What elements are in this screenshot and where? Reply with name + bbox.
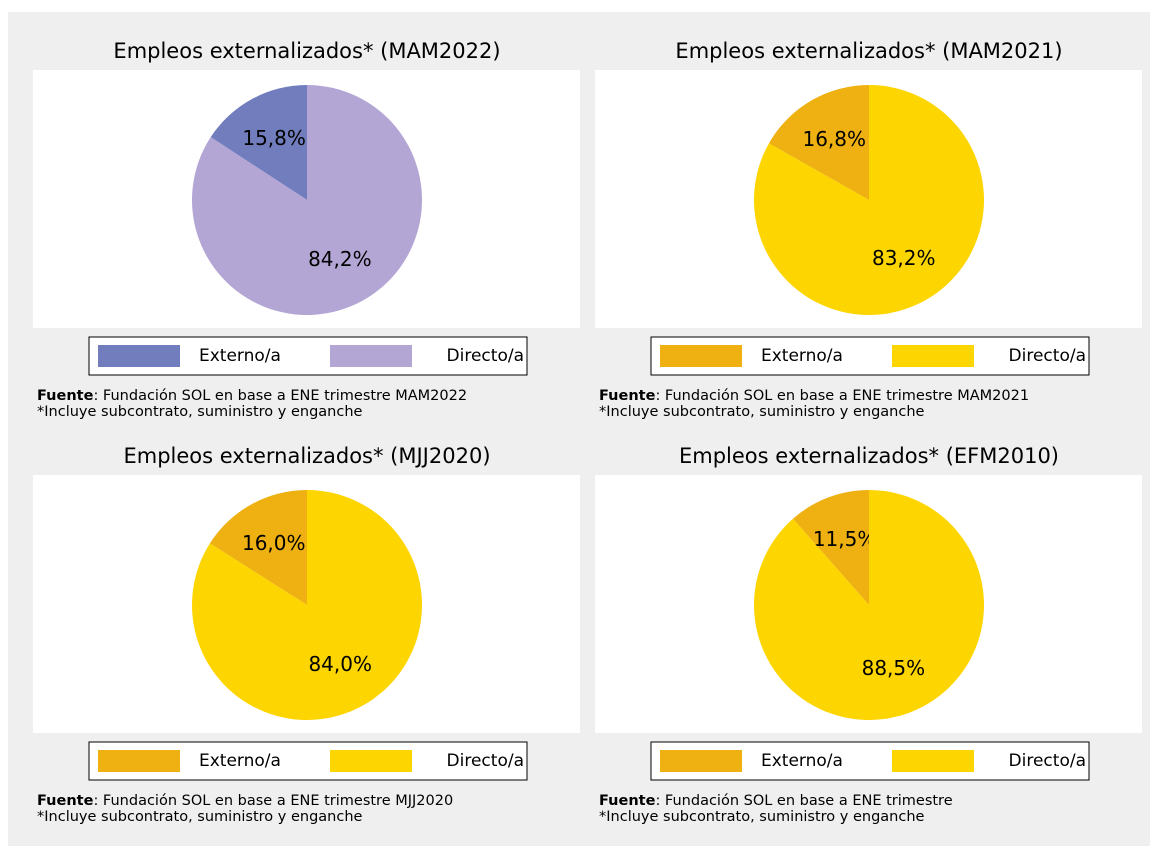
- value-label: 88,5%: [862, 656, 926, 680]
- value-label: 84,0%: [308, 652, 372, 676]
- source-note: Fuente: Fundación SOL en base a ENE trim…: [37, 388, 467, 404]
- chart-title: Empleos externalizados* (MAM2022): [113, 39, 500, 63]
- chart-title: Empleos externalizados* (MAM2021): [675, 39, 1062, 63]
- value-label: 11,5%: [813, 527, 877, 551]
- source-note: Fuente: Fundación SOL en base a ENE trim…: [37, 793, 453, 809]
- value-label: 16,8%: [802, 127, 866, 151]
- legend-swatch: [98, 345, 180, 367]
- legend-label: Directo/a: [447, 751, 524, 771]
- footnote: *Incluye subcontrato, suministro y engan…: [37, 809, 363, 825]
- legend-label: Externo/a: [761, 346, 843, 366]
- source-label: Fuente: [37, 793, 94, 809]
- legend-label: Directo/a: [1009, 346, 1086, 366]
- value-label: 83,2%: [872, 246, 936, 270]
- pie-slice: [209, 490, 307, 605]
- pie-slice: [768, 85, 869, 200]
- legend: [650, 336, 1090, 376]
- pie-slice: [792, 490, 869, 605]
- footnote: *Incluye subcontrato, suministro y engan…: [599, 809, 925, 825]
- source-label: Fuente: [599, 793, 656, 809]
- legend-swatch: [892, 750, 974, 772]
- source-note: Fuente: Fundación SOL en base a ENE trim…: [599, 388, 1029, 404]
- value-label: 15,8%: [242, 126, 306, 150]
- legend-swatch: [660, 750, 742, 772]
- legend-label: Externo/a: [761, 751, 843, 771]
- legend-label: Externo/a: [199, 346, 281, 366]
- legend-label: Externo/a: [199, 751, 281, 771]
- legend-label: Directo/a: [447, 346, 524, 366]
- pie-slice: [753, 490, 984, 720]
- source-label: Fuente: [599, 388, 656, 404]
- source-text: : Fundación SOL en base a ENE trimestre …: [655, 388, 1029, 404]
- legend-swatch: [892, 345, 974, 367]
- source-text: : Fundación SOL en base a ENE trimestre …: [93, 388, 467, 404]
- chart-title: Empleos externalizados* (MJJ2020): [123, 444, 490, 468]
- source-label: Fuente: [37, 388, 94, 404]
- legend-swatch: [330, 345, 412, 367]
- legend-swatch: [98, 750, 180, 772]
- legend-swatch: [330, 750, 412, 772]
- source-text: : Fundación SOL en base a ENE trimestre: [655, 793, 952, 809]
- pie-slice: [210, 85, 307, 200]
- value-label: 16,0%: [242, 531, 306, 555]
- source-note: Fuente: Fundación SOL en base a ENE trim…: [599, 793, 953, 809]
- pie-slice: [192, 85, 422, 315]
- value-label: 84,2%: [308, 247, 372, 271]
- legend-swatch: [660, 345, 742, 367]
- footnote: *Incluye subcontrato, suministro y engan…: [37, 404, 363, 420]
- source-text: : Fundación SOL en base a ENE trimestre …: [93, 793, 453, 809]
- pie-slice: [754, 85, 984, 315]
- legend-label: Directo/a: [1009, 751, 1086, 771]
- footnote: *Incluye subcontrato, suministro y engan…: [599, 404, 925, 420]
- pie-slice: [191, 490, 422, 721]
- chart-title: Empleos externalizados* (EFM2010): [679, 444, 1059, 468]
